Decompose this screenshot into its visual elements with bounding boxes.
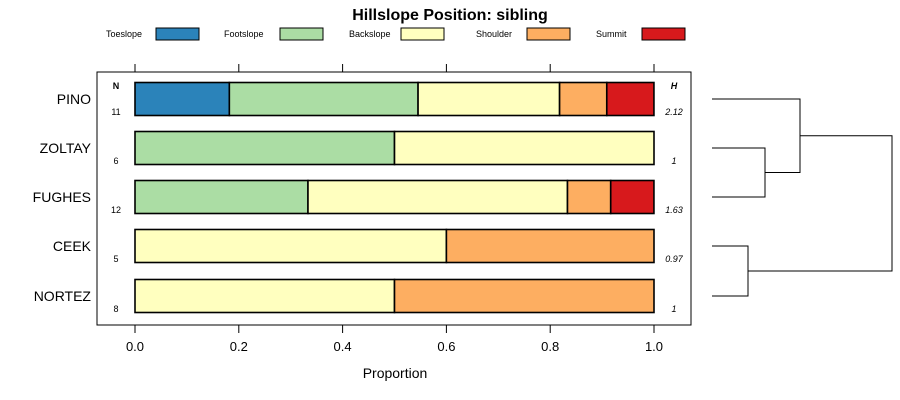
bar-segment-footslope — [134, 130, 396, 166]
bar-row-zoltay: ZOLTAY 6 1 — [40, 130, 677, 166]
x-tick-label: 0.4 — [334, 339, 352, 354]
bar-segment-footslope — [228, 81, 419, 117]
h-column-header: H — [671, 81, 678, 91]
chart-legend: Toeslope Footslope Backslope Shoulder Summit — [106, 27, 686, 41]
legend-label-shoulder: Shoulder — [476, 29, 512, 39]
h-value: 1 — [671, 156, 676, 166]
dendrogram-link-3 — [712, 245, 749, 297]
bar-segment-shoulder — [558, 81, 608, 117]
legend-label-footslope: Footslope — [224, 29, 264, 39]
legend-swatch-backslope — [400, 27, 445, 41]
bar-segment-shoulder — [393, 278, 655, 314]
h-value: 1.63 — [665, 205, 683, 215]
x-tick-label: 0.0 — [126, 339, 144, 354]
legend-swatch-summit — [641, 27, 686, 41]
legend-label-toeslope: Toeslope — [106, 29, 142, 39]
legend-swatch-shoulder — [526, 27, 571, 41]
bar-segment-backslope — [393, 130, 655, 166]
bar-segment-backslope — [134, 228, 448, 264]
category-label: FUGHES — [33, 189, 91, 205]
bar-segment-toeslope — [134, 81, 231, 117]
bar-segment-summit — [605, 81, 655, 117]
h-value: 0.97 — [665, 254, 684, 264]
n-value: 12 — [111, 205, 121, 215]
bar-segment-backslope — [417, 81, 561, 117]
x-axis-label: Proportion — [363, 365, 428, 381]
n-value: 11 — [111, 107, 120, 117]
bar-row-pino: PINO 11 2.12 — [57, 81, 683, 117]
legend-swatch-footslope — [279, 27, 324, 41]
x-tick-label: 0.6 — [437, 339, 455, 354]
plot-frame — [96, 71, 692, 326]
bar-segment-shoulder — [445, 228, 655, 264]
dendrogram-link-1 — [712, 147, 766, 198]
bar-segment-backslope — [134, 278, 396, 314]
category-label: CEEK — [53, 238, 92, 254]
bar-row-nortez: NORTEZ 8 1 — [34, 278, 677, 314]
n-column-header: N — [113, 81, 120, 91]
legend-label-backslope: Backslope — [349, 29, 391, 39]
h-value: 1 — [671, 304, 676, 314]
x-tick-label: 0.2 — [230, 339, 248, 354]
x-axis: 0.0 0.2 0.4 0.6 0.8 1.0 — [126, 325, 663, 354]
dendrogram-link-2 — [712, 98, 801, 173]
category-label: NORTEZ — [34, 288, 92, 304]
top-axis-ticks — [134, 64, 655, 72]
legend-label-summit: Summit — [596, 29, 627, 39]
bar-segment-shoulder — [566, 179, 612, 215]
bar-segment-summit — [609, 179, 655, 215]
x-tick-label: 1.0 — [645, 339, 663, 354]
bar-row-ceek: CEEK 5 0.97 — [53, 228, 684, 264]
n-value: 5 — [113, 254, 118, 264]
n-value: 8 — [113, 304, 118, 314]
dendrogram-link-4 — [748, 135, 893, 272]
x-tick-label: 0.8 — [541, 339, 559, 354]
dendrogram — [712, 98, 893, 297]
bar-row-fughes: FUGHES 12 1.63 — [33, 179, 683, 215]
bar-segment-backslope — [307, 179, 569, 215]
bar-segment-footslope — [134, 179, 309, 215]
bar-rows: PINO 11 2.12 ZOLTAY 6 1 FUGHES 12 1.63 CEEK 5 0.97 N… — [33, 81, 684, 314]
n-value: 6 — [113, 156, 118, 166]
chart-title: Hillslope Position: sibling — [352, 7, 548, 24]
h-value: 2.12 — [664, 107, 683, 117]
category-label: ZOLTAY — [40, 140, 92, 156]
category-label: PINO — [57, 91, 91, 107]
legend-swatch-toeslope — [155, 27, 200, 41]
